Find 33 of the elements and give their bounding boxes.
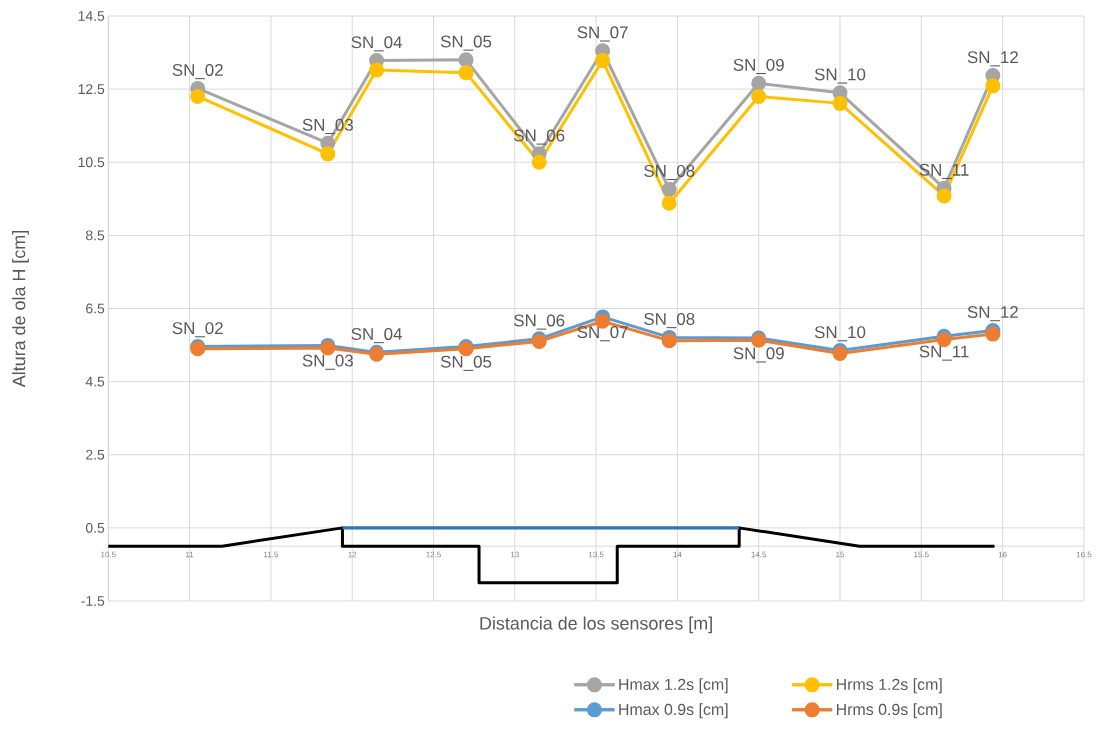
annotation: SN_10 [814,68,866,84]
annotation: SN_12 [967,306,1018,322]
annotation: SN_12 [967,51,1018,67]
legend-label: Hmax 1.2s [cm] [619,678,728,694]
annotation: SN_07 [577,326,628,342]
y-axis-title: Altura de ola H [cm] [12,231,29,388]
annotation: SN_04 [351,36,402,52]
annotation: SN_04 [351,327,402,344]
y-tick-label: -1.5 [81,596,105,606]
annotation: SN_02 [172,63,223,80]
legend-label: Hrms 1.2s [cm] [836,678,942,694]
annotation: SN_02 [172,322,223,338]
annotation: SN_09 [733,58,784,75]
annotation: SN_10 [814,326,866,342]
y-tick-label: 14.5 [78,11,105,21]
y-tick-label: 10.5 [78,157,105,168]
y-tick-label: 2.5 [86,449,105,460]
annotation: SN_08 [644,312,695,329]
x-axis-title: Distancia de los sensores [m] [480,616,712,634]
annotation: SN_05 [440,35,492,51]
annotation: SN_06 [514,314,565,330]
y-tick-label: 12.5 [78,84,105,95]
legend-label: Hrms 0.9s [cm] [836,703,942,719]
annotation: SN_05 [440,355,492,371]
legend-label: Hmax 0.9s [cm] [619,703,728,719]
annotation: SN_07 [577,26,628,42]
annotation: SN_11 [919,345,969,361]
y-tick-label: 4.5 [85,376,105,387]
annotation: SN_03 [302,354,353,370]
y-tick-label: 8.5 [86,230,105,241]
y-tick-label: 6.5 [86,303,105,314]
annotation: SN_09 [733,347,784,363]
y-tick-label: 0.5 [85,522,105,533]
